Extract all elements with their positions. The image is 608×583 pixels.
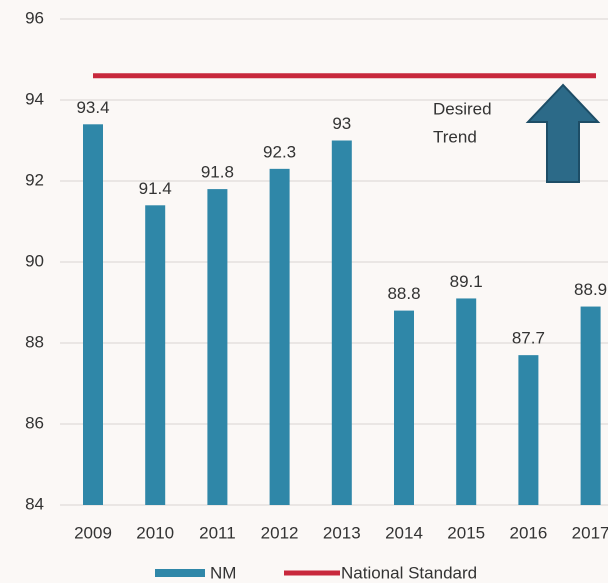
y-tick-label: 84: [25, 494, 44, 513]
bar: [580, 306, 601, 505]
x-tick-label: 2013: [323, 523, 361, 542]
data-label: 91.4: [139, 179, 172, 198]
x-tick-label: 2015: [447, 523, 485, 542]
y-tick-label: 96: [25, 8, 44, 27]
data-label: 89.1: [450, 272, 483, 291]
bar: [83, 124, 103, 506]
x-tick-label: 2016: [509, 523, 547, 542]
legend-label: NM: [210, 563, 236, 582]
data-label: 88.9: [574, 280, 607, 299]
x-tick-label: 2011: [199, 523, 236, 542]
x-tick-label: 2014: [385, 523, 423, 542]
legend-swatch: [155, 569, 205, 577]
y-tick-label: 90: [25, 251, 44, 270]
data-label: 93: [332, 114, 351, 133]
annotation: Desired: [433, 99, 492, 118]
bar: [269, 168, 290, 505]
legend-label: National Standard: [341, 563, 477, 582]
y-tick-label: 92: [25, 170, 44, 189]
bar: [518, 355, 539, 505]
x-tick-label: 2009: [74, 523, 112, 542]
trend-arrow: [525, 83, 601, 183]
data-label: 91.8: [201, 163, 234, 182]
bar: [145, 205, 166, 506]
x-tick-label: 2012: [261, 523, 299, 542]
marks: 2009 2010 2011 2012 2013 2014 2015 2016 2017 93.4…: [74, 73, 608, 542]
y-tick-label: 88: [25, 332, 44, 351]
y-tick-label: 94: [25, 89, 44, 108]
bar: [456, 298, 477, 505]
data-label: 92.3: [263, 142, 296, 161]
x-tick-label: 2010: [136, 523, 174, 542]
bar: [394, 310, 414, 505]
data-label: 88.8: [387, 284, 420, 303]
annotation: Trend: [433, 127, 477, 146]
bar: [331, 140, 352, 505]
bar: [207, 189, 228, 505]
data-label: 87.7: [512, 329, 545, 348]
data-label: 93.4: [76, 98, 109, 117]
y-tick-label: 86: [25, 413, 44, 432]
x-tick-label: 2017: [572, 523, 608, 542]
